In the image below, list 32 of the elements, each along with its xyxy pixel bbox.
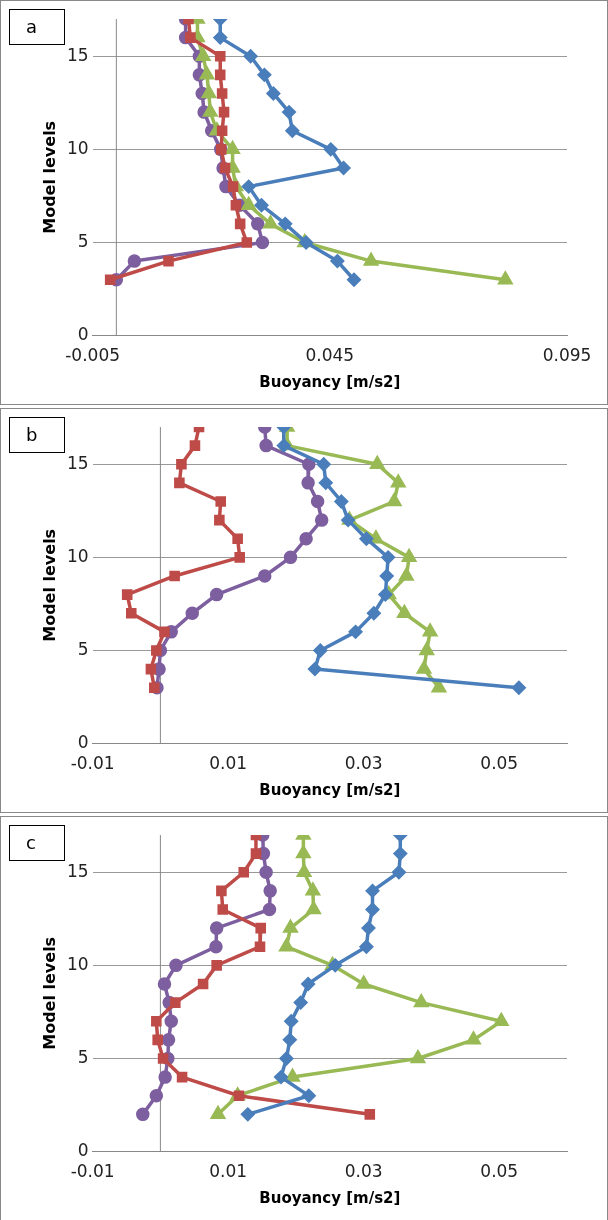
x-tick-label: 0.01 — [209, 1161, 248, 1182]
y-tick-label: 5 — [77, 1046, 89, 1067]
x-tick-label: 0.095 — [542, 345, 592, 366]
y-tick-label: 5 — [77, 638, 89, 659]
y-tick-label: 10 — [66, 953, 89, 974]
chart-title: b — [9, 417, 65, 453]
y-tick-label: 10 — [66, 545, 89, 566]
y-tick-label: 15 — [66, 860, 89, 881]
x-tick-label: 0.045 — [305, 345, 355, 366]
x-tick-label: -0.01 — [70, 753, 115, 774]
y-tick-label: 0 — [77, 1140, 89, 1161]
chart-title: a — [9, 9, 65, 45]
x-axis-title: Buoyancy [m/s2] — [259, 780, 401, 799]
chart-title: c — [9, 825, 65, 861]
x-tick-label: 0.03 — [344, 1161, 383, 1182]
x-axis-title: Buoyancy [m/s2] — [259, 1188, 401, 1207]
x-tick-label: -0.005 — [65, 345, 121, 366]
x-tick-label: 0.03 — [344, 753, 383, 774]
y-tick-label: 0 — [77, 324, 89, 345]
y-tick-label: 15 — [66, 44, 89, 65]
y-tick-label: 0 — [77, 732, 89, 753]
y-axis-title: Model levels — [40, 120, 60, 234]
y-tick-label: 10 — [66, 137, 89, 158]
x-tick-label: 0.05 — [480, 753, 519, 774]
x-tick-label: 0.01 — [209, 753, 248, 774]
y-axis-title: Model levels — [40, 528, 60, 642]
x-tick-label: 0.05 — [480, 1161, 519, 1182]
x-axis-title: Buoyancy [m/s2] — [259, 372, 401, 391]
y-tick-label: 5 — [77, 230, 89, 251]
y-axis-title: Model levels — [40, 936, 60, 1050]
y-tick-label: 15 — [66, 452, 89, 473]
x-tick-label: -0.01 — [70, 1161, 115, 1182]
